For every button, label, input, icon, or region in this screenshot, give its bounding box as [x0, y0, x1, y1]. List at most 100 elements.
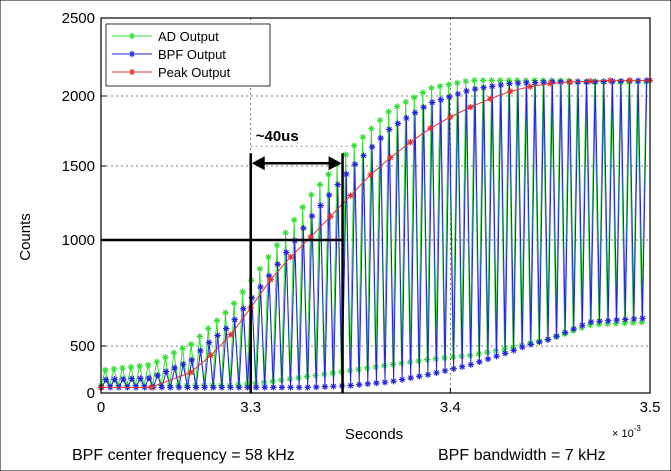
data-point — [102, 366, 109, 374]
data-point — [187, 341, 195, 348]
data-point — [621, 319, 628, 327]
data-point — [136, 362, 143, 370]
data-point — [209, 382, 216, 389]
data-point — [356, 381, 363, 388]
data-point — [578, 324, 585, 331]
data-point — [287, 384, 294, 391]
data-point — [566, 78, 574, 86]
data-point — [347, 192, 354, 199]
data-point — [393, 103, 401, 110]
data-point — [351, 161, 359, 168]
data-point — [342, 151, 349, 158]
data-point — [167, 384, 174, 391]
data-point — [283, 249, 290, 256]
data-point — [553, 332, 560, 340]
data-point — [626, 77, 634, 84]
data-point — [592, 78, 599, 86]
data-point — [475, 350, 482, 358]
data-point — [205, 325, 212, 332]
data-point — [171, 364, 178, 372]
y-tick-label: 2000 — [62, 88, 95, 105]
data-point — [437, 96, 444, 103]
caption-bandwidth: BPF bandwidth = 7 kHz — [438, 447, 606, 464]
data-point — [290, 216, 298, 224]
data-point — [639, 315, 646, 322]
data-point — [427, 125, 434, 132]
data-point — [466, 352, 474, 359]
data-point — [257, 283, 264, 291]
data-point — [192, 384, 200, 391]
data-point — [531, 77, 538, 84]
data-point — [376, 117, 384, 124]
data-point — [433, 369, 440, 376]
data-point — [153, 358, 160, 365]
legend-label: Peak Output — [158, 65, 231, 80]
ticks: 0 3.3 3.4 3.5 0 500 1000 1500 2000 2500 — [62, 10, 661, 416]
data-point — [450, 365, 457, 372]
data-point — [441, 367, 449, 374]
data-point — [402, 98, 409, 106]
data-point — [509, 343, 517, 351]
data-point — [235, 384, 243, 391]
data-point — [569, 327, 577, 335]
data-point — [351, 142, 358, 149]
data-point — [467, 361, 475, 368]
data-point — [321, 383, 329, 390]
data-point — [170, 349, 178, 357]
data-point — [505, 77, 512, 84]
legend-label: BPF Output — [158, 47, 226, 62]
data-point — [213, 317, 221, 324]
data-point — [459, 363, 466, 370]
data-point — [630, 319, 637, 326]
y-axis-label: Counts — [17, 213, 34, 261]
data-point — [390, 377, 397, 385]
data-point — [489, 83, 496, 90]
data-point — [265, 254, 272, 261]
data-point — [256, 265, 264, 272]
data-point — [214, 332, 221, 339]
plot-frame — [100, 17, 651, 394]
legend-marker — [128, 32, 136, 40]
data-point — [360, 152, 367, 159]
data-point — [381, 379, 389, 386]
data-point — [325, 191, 333, 199]
x-tick-label: 3.5 — [640, 399, 661, 416]
data-point — [359, 133, 367, 141]
data-point — [304, 384, 311, 391]
data-point — [127, 363, 135, 371]
data-point — [446, 93, 453, 101]
data-point — [300, 225, 307, 232]
data-point — [180, 361, 187, 368]
data-point — [253, 384, 260, 391]
data-point — [313, 383, 320, 391]
data-point — [217, 382, 225, 389]
data-point — [454, 79, 461, 87]
data-point — [484, 349, 491, 356]
data-point — [196, 333, 203, 340]
data-point — [606, 77, 614, 84]
data-point — [343, 170, 350, 178]
data-point — [506, 80, 513, 87]
data-point — [507, 88, 514, 95]
data-point — [419, 89, 427, 96]
data-point — [604, 320, 611, 328]
annotation-40us: ~40us — [256, 128, 299, 145]
data-point — [230, 300, 238, 307]
x-tick-label: 0 — [97, 399, 105, 416]
legend-label: AD Output — [158, 29, 219, 44]
data-point — [595, 321, 603, 328]
data-point — [424, 371, 432, 378]
data-point — [368, 143, 376, 151]
y-tick-label: 1500 — [62, 158, 95, 175]
y-tick-label: 2500 — [62, 10, 95, 27]
data-point — [162, 354, 169, 361]
x-axis-label: Seconds — [345, 426, 403, 443]
legend: AD Output BPF Output Peak Output — [105, 23, 271, 87]
data-point — [557, 78, 565, 86]
data-point — [308, 191, 315, 198]
data-point — [501, 350, 509, 357]
data-point — [368, 125, 375, 132]
data-point — [510, 347, 517, 354]
data-point — [307, 233, 314, 241]
data-point — [562, 329, 569, 336]
